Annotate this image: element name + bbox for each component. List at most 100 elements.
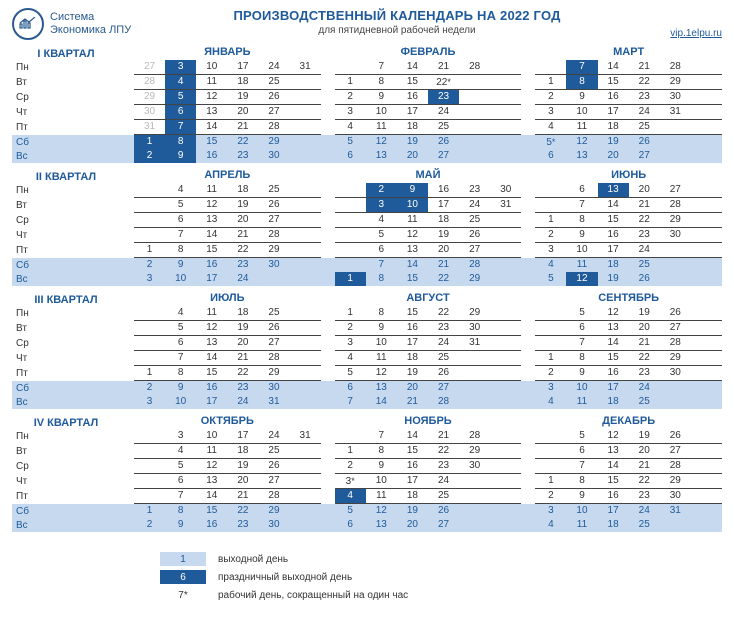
day-cell: 13 (196, 336, 227, 350)
day-cell (660, 518, 691, 532)
source-link[interactable]: vip.1elpu.ru (670, 28, 722, 39)
day-cell: 17 (598, 381, 629, 395)
day-cell: 7 (335, 395, 366, 409)
day-cell: 30 (459, 459, 490, 473)
day-cell: 23 (227, 149, 258, 163)
day-cell: 21 (428, 60, 459, 74)
dow-label: Вт (12, 444, 120, 459)
dow-label: Пт (12, 120, 120, 135)
day-cell: 26 (629, 135, 660, 149)
month-label: ИЮНЬ (535, 169, 722, 183)
day-cell: 30 (258, 149, 289, 163)
day-cell: 12 (196, 321, 227, 335)
day-cell: 16 (196, 518, 227, 532)
dow-label: Пн (12, 183, 120, 198)
day-cell (290, 518, 321, 532)
day-cell: 15 (196, 243, 227, 257)
day-cell: 4 (366, 213, 397, 227)
day-cell: 6 (165, 213, 196, 227)
day-cell (691, 504, 722, 518)
day-cell (490, 105, 521, 119)
day-cell (490, 504, 521, 518)
day-cell: 12 (566, 135, 597, 149)
day-cell: 4 (535, 120, 566, 134)
month-label: АВГУСТ (335, 292, 522, 306)
day-cell (290, 258, 321, 272)
day-cell (134, 198, 165, 212)
day-cell: 6 (335, 518, 366, 532)
day-cell: 25 (428, 120, 459, 134)
dow-label: Чт (12, 105, 120, 120)
day-cell (335, 429, 366, 443)
day-cell: 18 (598, 120, 629, 134)
day-cell: 1 (134, 504, 165, 518)
day-cell: 16 (397, 90, 428, 104)
day-cell: 26 (428, 366, 459, 380)
day-cell: 26 (258, 90, 289, 104)
legend: 1 выходной день 6 праздничный выходной д… (0, 542, 734, 622)
day-cell: 27 (459, 243, 490, 257)
day-cell (290, 351, 321, 365)
day-cell: 11 (366, 351, 397, 365)
day-cell: 20 (428, 243, 459, 257)
day-cell: 6 (535, 149, 566, 163)
day-cell: 25 (428, 351, 459, 365)
day-cell (490, 518, 521, 532)
day-cell (459, 75, 490, 89)
day-cell: 9 (165, 149, 196, 163)
day-cell: 19 (629, 429, 660, 443)
day-cell: 7 (566, 336, 597, 350)
day-cell: 30 (490, 183, 521, 197)
legend-short-label: рабочий день, сокращенный на один час (218, 590, 408, 601)
day-cell (134, 336, 165, 350)
dow-label: Чт (12, 351, 120, 366)
day-cell: 4 (535, 258, 566, 272)
day-cell: 17 (196, 395, 227, 409)
day-cell (134, 321, 165, 335)
day-cell: 30 (660, 366, 691, 380)
day-cell: 10 (366, 474, 397, 488)
day-cell (290, 504, 321, 518)
day-cell: 6 (165, 105, 196, 119)
day-cell: 17 (397, 474, 428, 488)
dow-label: Вс (12, 518, 120, 532)
day-cell: 21 (227, 228, 258, 242)
logo-text-2: Экономика ЛПУ (50, 24, 131, 37)
dow-label: Ср (12, 90, 120, 105)
dow-label: Пн (12, 429, 120, 444)
day-cell: 6 (335, 381, 366, 395)
day-cell: 24 (227, 272, 258, 286)
page-title: ПРОИЗВОДСТВЕННЫЙ КАЛЕНДАРЬ НА 2022 ГОД (152, 8, 642, 23)
day-cell (691, 149, 722, 163)
day-cell: 1 (335, 306, 366, 320)
day-cell (290, 90, 321, 104)
day-cell: 30 (134, 105, 165, 119)
day-cell: 18 (227, 444, 258, 458)
day-cell: 4 (165, 444, 196, 458)
day-cell: 21 (629, 459, 660, 473)
day-cell: 5 (165, 90, 196, 104)
day-cell: 3 (165, 429, 196, 443)
day-cell (535, 459, 566, 473)
day-cell: 5 (165, 321, 196, 335)
dow-label: Сб (12, 258, 120, 272)
day-cell: 18 (598, 395, 629, 409)
day-cell: 27 (258, 105, 289, 119)
day-cell: 21 (227, 489, 258, 503)
day-cell (459, 366, 490, 380)
day-cell: 29 (258, 504, 289, 518)
day-cell: 8 (165, 135, 196, 149)
day-cell: 25 (629, 120, 660, 134)
day-cell: 31 (490, 198, 521, 212)
day-cell: 24 (258, 60, 289, 74)
quarter-label: III КВАРТАЛ (12, 292, 120, 306)
day-cell: 28 (660, 459, 691, 473)
dow-label: Ср (12, 459, 120, 474)
day-cell: 25 (459, 213, 490, 227)
day-cell: 16 (196, 149, 227, 163)
dow-label: Вс (12, 272, 120, 286)
day-cell: 18 (397, 351, 428, 365)
day-cell (660, 395, 691, 409)
day-cell: 25 (629, 258, 660, 272)
day-cell: 29 (459, 272, 490, 286)
